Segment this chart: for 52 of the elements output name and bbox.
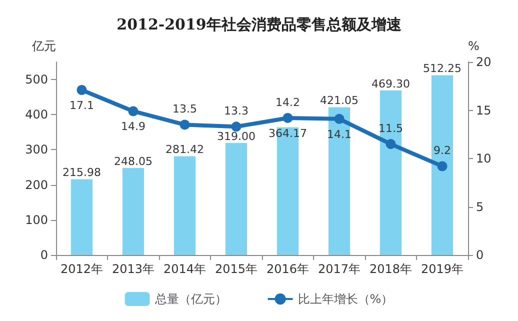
point [282, 112, 293, 123]
y2-tick-label: 10 [476, 152, 492, 166]
y-tick-label: 100 [25, 212, 48, 227]
y2-axis-title: % [468, 39, 480, 53]
data-label: 14.2 [276, 96, 300, 109]
y-tick-label: 300 [25, 142, 48, 157]
x-tick-label: 2017年 [318, 262, 361, 276]
data-label: 13.5 [172, 102, 197, 116]
bar [70, 179, 93, 255]
data-label: 9.2 [434, 144, 451, 158]
y-tick-label: 0 [40, 248, 48, 262]
y-tick-label: 500 [25, 72, 48, 87]
point [180, 120, 190, 130]
data-label: 512.25 [423, 62, 462, 76]
y2-tick-label: 0 [476, 248, 484, 262]
bar [174, 156, 196, 255]
data-label: 248.05 [114, 154, 152, 168]
data-label: 469.30 [372, 77, 410, 90]
data-label: 281.42 [166, 143, 204, 156]
y2-tick-label: 20 [476, 55, 492, 69]
y-axis-title: 亿元 [31, 39, 56, 53]
point [76, 84, 87, 95]
point [231, 122, 242, 132]
point [334, 114, 344, 124]
bar [122, 168, 144, 255]
data-label: 319.00 [217, 130, 256, 144]
x-tick-label: 2014年 [163, 262, 206, 276]
bar [328, 107, 350, 255]
point [386, 139, 396, 150]
y-tick-label: 200 [25, 178, 48, 192]
data-label: 13.3 [224, 104, 248, 118]
x-tick-label: 2015年 [214, 262, 258, 276]
bar [431, 75, 454, 255]
data-label: 215.98 [62, 166, 101, 180]
bar [380, 90, 402, 255]
data-label: 421.05 [320, 94, 358, 108]
point [128, 106, 138, 116]
x-tick-label: 2019年 [420, 262, 464, 276]
x-tick-label: 2012年 [60, 262, 104, 276]
x-tick-label: 2013年 [112, 262, 155, 276]
x-tick-label: 2018年 [369, 262, 412, 276]
bar [225, 143, 248, 255]
y2-tick-label: 15 [476, 103, 492, 118]
y2-tick-label: 5 [476, 200, 484, 214]
point [437, 161, 448, 172]
y-tick-label: 400 [25, 108, 48, 122]
chart-title: 2012-2019年社会消费品零售总额及增速 [116, 16, 402, 34]
legend-label: 总量（亿元） [154, 292, 227, 306]
data-label: 14.9 [121, 120, 146, 134]
x-tick-label: 2016年 [266, 262, 310, 276]
legend-label: 比上年增长（%） [298, 292, 394, 306]
data-label: 17.1 [70, 98, 94, 112]
